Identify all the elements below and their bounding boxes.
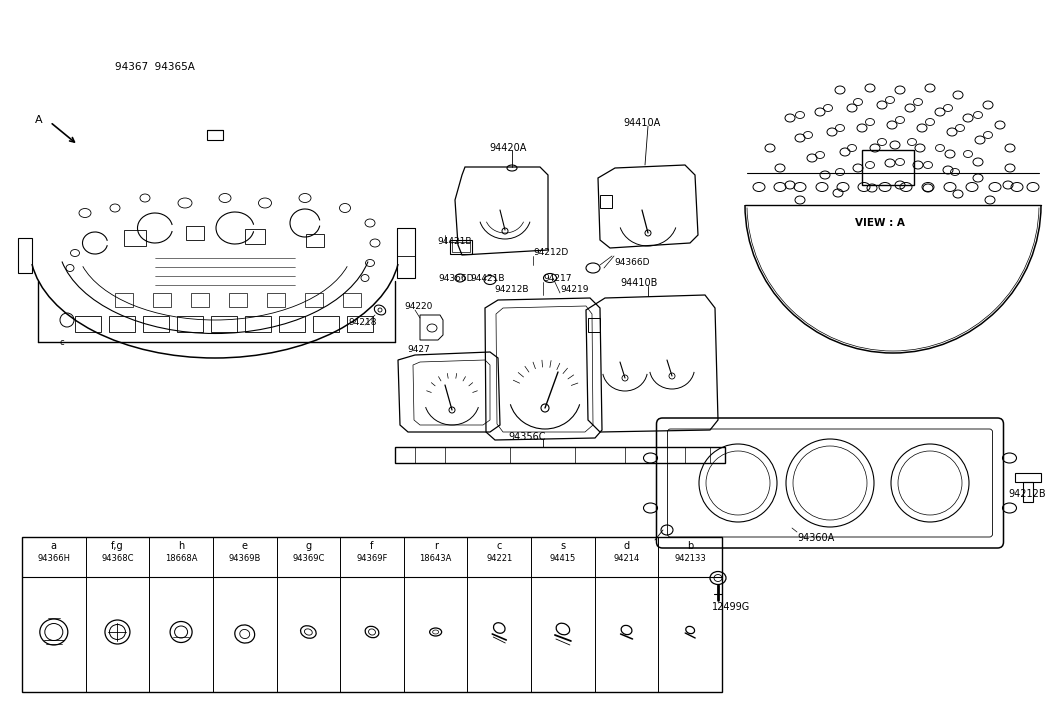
Bar [75,316,101,332]
Text: 94360A: 94360A [797,533,834,543]
Bar [153,293,171,307]
Bar [18,238,32,273]
Text: VIEW : A: VIEW : A [855,218,905,228]
Text: 94212D: 94212D [533,248,569,257]
Text: r: r [434,541,438,551]
Text: 94212B: 94212B [494,285,528,294]
Text: 94421B: 94421B [470,274,505,283]
Bar [450,240,472,254]
Text: 94212B: 94212B [1008,489,1046,499]
Text: 94415: 94415 [550,554,576,563]
Bar [267,293,285,307]
Text: 94410B: 94410B [620,278,657,288]
Text: g: g [305,541,311,551]
Text: 94368C: 94368C [101,554,134,563]
Bar [115,293,133,307]
Bar [306,233,324,246]
Text: c: c [60,338,65,347]
Text: e: e [241,541,248,551]
Text: 94217: 94217 [543,274,572,283]
Text: 94367  94365A: 94367 94365A [115,62,195,72]
Bar [862,150,914,185]
Text: A: A [35,115,43,125]
Text: 942133: 942133 [674,554,706,563]
Text: 94369F: 94369F [356,554,388,563]
Text: c: c [496,541,502,551]
Bar [210,316,237,332]
Bar [178,316,203,332]
Text: b: b [687,541,693,551]
Text: s: s [560,541,566,551]
Text: 94220: 94220 [404,302,433,311]
Bar [244,316,271,332]
Text: 9427: 9427 [407,345,429,354]
Text: 94410A: 94410A [623,118,660,128]
Bar [343,293,361,307]
Bar [124,230,146,246]
Bar [452,242,470,252]
Bar [207,130,223,140]
Bar [305,293,323,307]
Bar [313,316,339,332]
Text: 94366H: 94366H [37,554,70,563]
Text: 94221: 94221 [486,554,512,563]
Bar [244,228,265,244]
Text: 18668A: 18668A [165,554,198,563]
Text: 12499G: 12499G [712,602,750,612]
Bar [347,316,373,332]
Text: 94369C: 94369C [292,554,324,563]
Text: d: d [624,541,629,551]
Text: 94356C: 94356C [508,432,545,442]
Bar [396,228,415,278]
Bar [1023,482,1033,502]
Text: 94366D: 94366D [614,258,649,267]
Text: 94214: 94214 [613,554,640,563]
Text: 94421B: 94421B [437,237,472,246]
Bar [186,226,204,240]
Text: 94218: 94218 [348,318,376,327]
Bar [109,316,135,332]
Text: h: h [178,541,184,551]
Bar [229,293,247,307]
Text: 94369B: 94369B [229,554,260,563]
Bar [191,293,209,307]
Bar [279,316,305,332]
Text: 94366D: 94366D [438,274,473,283]
Bar [144,316,169,332]
Text: 94219: 94219 [560,285,589,294]
Bar [1015,473,1041,482]
Text: 94420A: 94420A [489,143,526,153]
Text: f: f [370,541,374,551]
Bar [396,228,415,256]
Bar [22,537,722,692]
Text: a: a [51,541,56,551]
Bar [395,447,725,463]
Text: f,g: f,g [112,541,123,551]
Text: 18643A: 18643A [420,554,452,563]
